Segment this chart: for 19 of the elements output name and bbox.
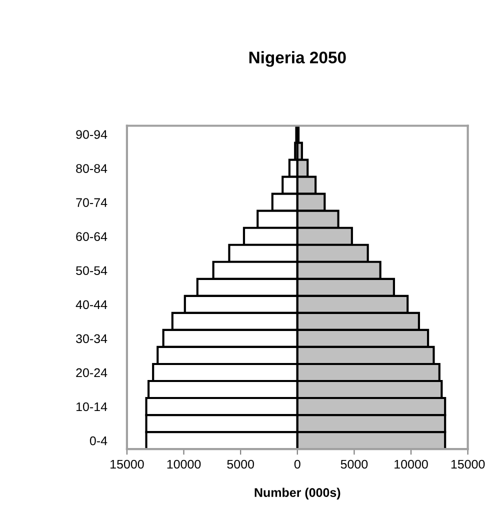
x-axis-title: Number (000s) [254, 488, 340, 500]
x-tick-label: 10000 [167, 460, 201, 469]
y-tick-label: 90-94 [76, 130, 108, 139]
y-tick-label: 60-64 [76, 232, 108, 242]
y-tick-label: 80-84 [76, 164, 108, 173]
y-tick-label: 10-14 [76, 402, 108, 412]
y-tick-label: 30-34 [76, 334, 108, 344]
y-tick-label: 70-74 [76, 198, 108, 207]
y-tick-label: 0-4 [90, 436, 108, 446]
y-tick-label: 40-44 [76, 300, 108, 310]
chart-title: Nigeria 2050 [249, 51, 346, 67]
x-tick-label: 10000 [394, 460, 428, 469]
x-tick-label: 0 [294, 460, 300, 469]
x-tick-label: 5000 [340, 460, 368, 469]
x-tick-label: 15000 [451, 460, 485, 469]
x-tick-label: 15000 [110, 460, 144, 469]
y-tick-label: 50-54 [76, 266, 108, 276]
y-tick-label: 20-24 [76, 368, 108, 378]
x-tick-label: 5000 [227, 460, 254, 469]
